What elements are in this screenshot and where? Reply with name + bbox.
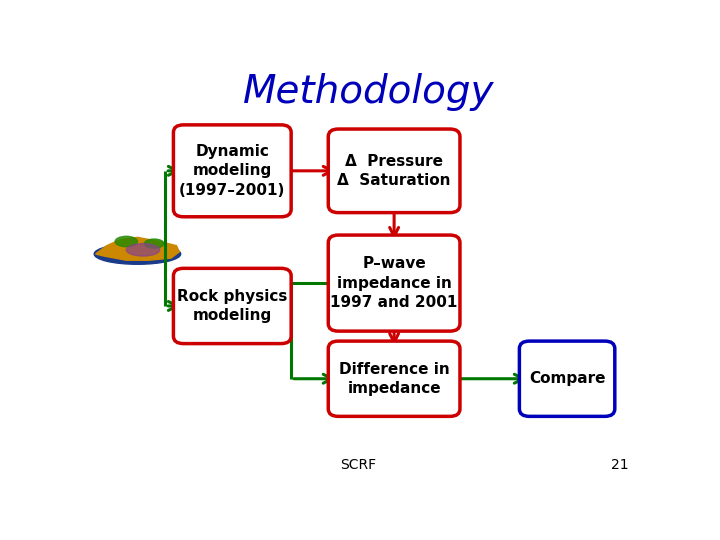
Text: Δ  Pressure
Δ  Saturation: Δ Pressure Δ Saturation bbox=[338, 154, 451, 188]
Ellipse shape bbox=[145, 239, 164, 248]
Text: P–wave
impedance in
1997 and 2001: P–wave impedance in 1997 and 2001 bbox=[330, 256, 458, 310]
Text: Compare: Compare bbox=[528, 371, 606, 386]
Polygon shape bbox=[96, 238, 179, 260]
FancyBboxPatch shape bbox=[328, 129, 460, 213]
Ellipse shape bbox=[126, 244, 160, 256]
FancyBboxPatch shape bbox=[328, 341, 460, 416]
Text: Methodology: Methodology bbox=[243, 73, 495, 111]
Text: SCRF: SCRF bbox=[340, 458, 376, 472]
Text: Dynamic
modeling
(1997–2001): Dynamic modeling (1997–2001) bbox=[179, 144, 285, 198]
FancyBboxPatch shape bbox=[519, 341, 615, 416]
Text: 21: 21 bbox=[611, 458, 629, 472]
FancyBboxPatch shape bbox=[174, 125, 291, 217]
Ellipse shape bbox=[115, 237, 138, 247]
FancyBboxPatch shape bbox=[174, 268, 291, 343]
Ellipse shape bbox=[94, 244, 181, 264]
Text: Rock physics
modeling: Rock physics modeling bbox=[177, 289, 287, 323]
Text: Difference in
impedance: Difference in impedance bbox=[338, 362, 449, 396]
FancyBboxPatch shape bbox=[328, 235, 460, 331]
